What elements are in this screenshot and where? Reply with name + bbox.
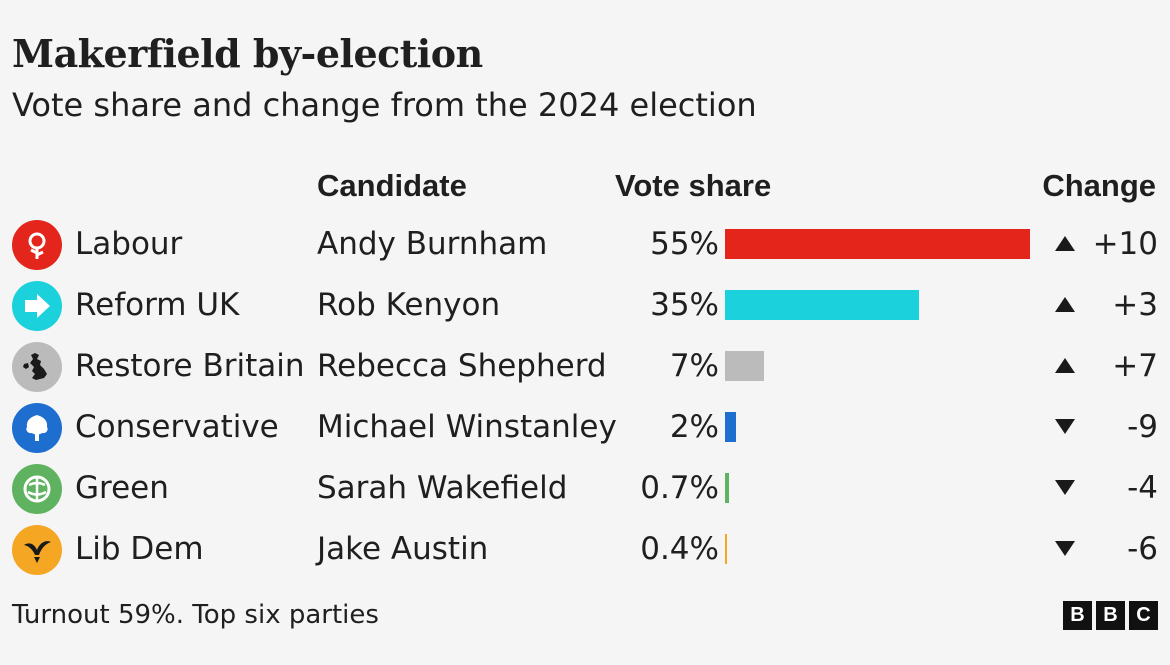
column-header-vote-share: Vote share <box>615 168 772 203</box>
result-row: Green Sarah Wakefield 0.7% -4 <box>0 460 1170 516</box>
bbc-logo-letter: B <box>1063 601 1092 630</box>
triangle-down-icon <box>1055 541 1075 556</box>
result-row: Restore Britain Rebecca Shepherd 7% +7 <box>0 338 1170 394</box>
vote-share-bar <box>725 473 729 503</box>
result-row: Labour Andy Burnham 55% +10 <box>0 216 1170 272</box>
candidate-name: Jake Austin <box>317 531 489 567</box>
change-value: -4 <box>1127 470 1158 506</box>
vote-share-label: 0.7% <box>640 470 719 506</box>
result-row: Conservative Michael Winstanley 2% -9 <box>0 399 1170 455</box>
party-name: Reform UK <box>75 287 240 323</box>
bbc-logo-letter: C <box>1129 601 1158 630</box>
green-globe-icon <box>12 464 62 514</box>
triangle-up-icon <box>1055 236 1075 251</box>
vote-share-label: 7% <box>669 348 719 384</box>
vote-share-bar <box>725 229 1030 259</box>
chart-title: Makerfield by-election <box>12 31 483 76</box>
triangle-down-icon <box>1055 480 1075 495</box>
bbc-logo: B B C <box>1063 601 1158 630</box>
triangle-up-icon <box>1055 297 1075 312</box>
party-name: Lib Dem <box>75 531 204 567</box>
candidate-name: Rebecca Shepherd <box>317 348 607 384</box>
party-name: Restore Britain <box>75 348 305 384</box>
vote-share-label: 0.4% <box>640 531 719 567</box>
change-value: -6 <box>1127 531 1158 567</box>
candidate-name: Rob Kenyon <box>317 287 501 323</box>
change-value: -9 <box>1127 409 1158 445</box>
result-row: Reform UK Rob Kenyon 35% +3 <box>0 277 1170 333</box>
footer-note: Turnout 59%. Top six parties <box>12 600 379 630</box>
candidate-name: Andy Burnham <box>317 226 548 262</box>
vote-share-bar <box>725 351 764 381</box>
column-header-candidate: Candidate <box>317 168 467 203</box>
party-name: Labour <box>75 226 183 262</box>
change-value: +7 <box>1112 348 1158 384</box>
restore-britain-map-icon <box>12 342 62 392</box>
vote-share-bar <box>725 290 920 320</box>
vote-share-bar <box>725 412 737 442</box>
candidate-name: Sarah Wakefield <box>317 470 568 506</box>
chart-subtitle: Vote share and change from the 2024 elec… <box>12 86 757 124</box>
vote-share-label: 35% <box>650 287 719 323</box>
candidate-name: Michael Winstanley <box>317 409 617 445</box>
bbc-logo-letter: B <box>1096 601 1125 630</box>
conservative-tree-icon <box>12 403 62 453</box>
triangle-down-icon <box>1055 419 1075 434</box>
vote-share-label: 2% <box>669 409 719 445</box>
change-value: +10 <box>1092 226 1158 262</box>
change-value: +3 <box>1112 287 1158 323</box>
libdem-bird-icon <box>12 525 62 575</box>
party-name: Conservative <box>75 409 279 445</box>
vote-share-label: 55% <box>650 226 719 262</box>
triangle-up-icon <box>1055 358 1075 373</box>
party-name: Green <box>75 470 169 506</box>
reform-arrow-icon <box>12 281 62 331</box>
labour-rose-icon <box>12 220 62 270</box>
result-row: Lib Dem Jake Austin 0.4% -6 <box>0 521 1170 577</box>
vote-share-bar <box>725 534 728 564</box>
column-header-change: Change <box>1042 168 1156 203</box>
